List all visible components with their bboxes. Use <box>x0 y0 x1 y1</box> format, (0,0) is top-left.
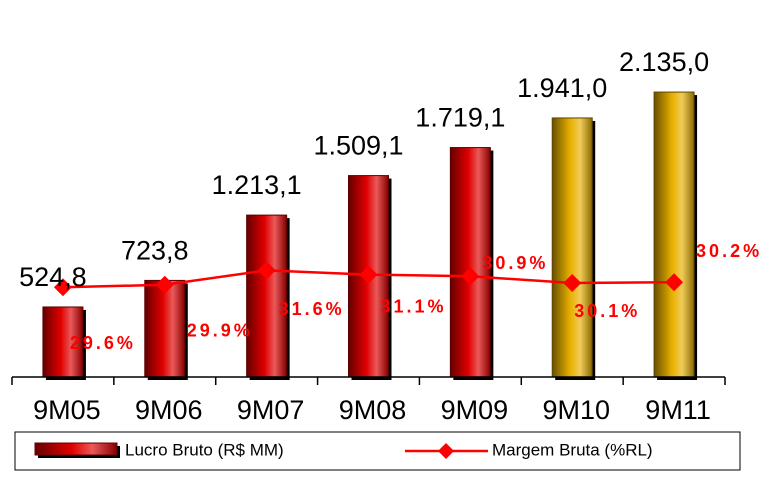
line-marker <box>359 265 378 284</box>
line-value-label: 29.9% <box>187 320 253 340</box>
bar <box>246 214 288 378</box>
bar-value-label: 723,8 <box>121 236 189 266</box>
legend-box <box>14 431 741 471</box>
legend-label: Lucro Bruto (R$ MM) <box>125 440 284 459</box>
line-marker <box>665 273 684 292</box>
legend-swatch <box>34 442 118 456</box>
bar <box>144 279 186 378</box>
bar-value-label: 1.941,0 <box>517 73 607 103</box>
line-marker <box>461 267 480 286</box>
line-series <box>53 261 684 297</box>
x-tick-label: 9M11 <box>645 395 711 425</box>
bar <box>42 306 84 378</box>
bar <box>551 117 593 378</box>
line-marker <box>53 278 72 297</box>
bar-value-label: 1.213,1 <box>212 170 302 200</box>
bar <box>653 91 695 378</box>
x-tick-label: 9M07 <box>237 395 305 425</box>
x-tick-label: 9M05 <box>33 395 101 425</box>
line-marker <box>563 274 582 293</box>
x-tick-label: 9M06 <box>135 395 203 425</box>
bar-value-label: 1.719,1 <box>415 103 505 133</box>
line-value-label: 31.1% <box>380 296 446 316</box>
line-marker <box>257 261 276 280</box>
x-tick-label: 9M09 <box>441 395 509 425</box>
line-value-label: 30.9% <box>482 253 548 273</box>
labels: 524,8 723,8 1.213,1 1.509,1 1.719,1 1.941,0 2.… <box>19 47 762 425</box>
legend-label: Margem Bruta (%RL) <box>492 440 653 459</box>
bar-value-label: 524,8 <box>19 262 87 292</box>
bar-value-label: 2.135,0 <box>619 47 709 77</box>
line-value-label: 31.6% <box>279 299 345 319</box>
line-marker <box>155 275 174 294</box>
x-tick-label: 9M10 <box>542 395 610 425</box>
line-value-label: 30.2% <box>696 241 762 261</box>
bar-value-label: 1.509,1 <box>313 131 403 161</box>
bars <box>42 91 698 380</box>
line-value-label: 29.6% <box>70 333 136 353</box>
x-tick-label: 9M08 <box>339 395 407 425</box>
line-value-label: 30.1% <box>574 301 640 321</box>
legend-marker <box>438 443 454 459</box>
